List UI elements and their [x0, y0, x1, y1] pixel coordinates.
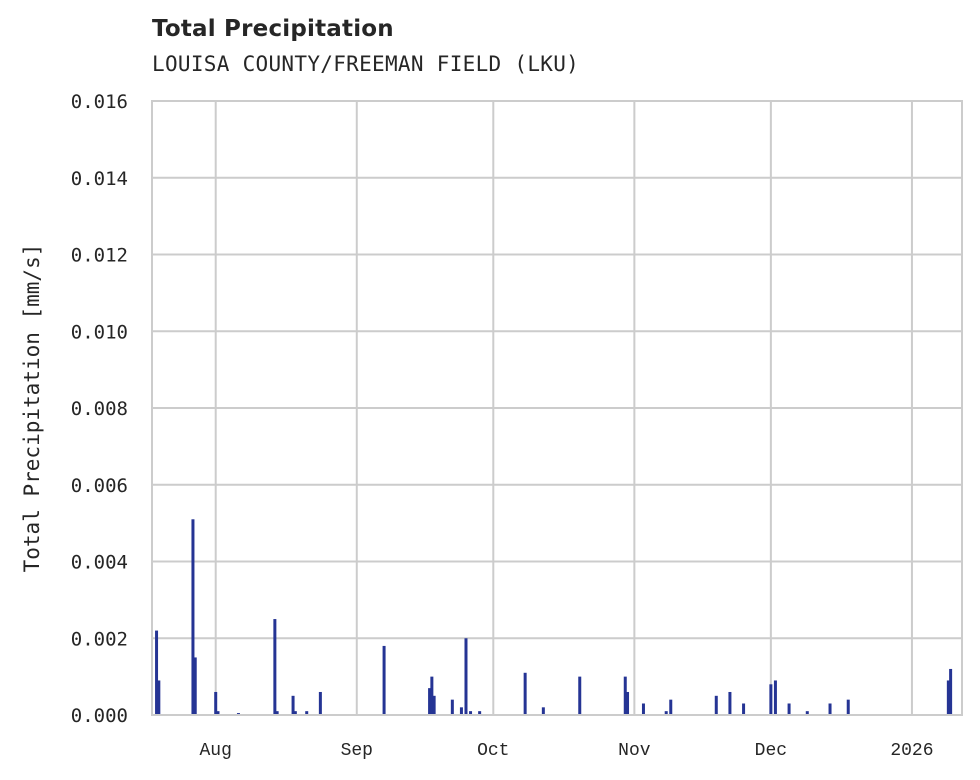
- precip-bar: [828, 703, 832, 715]
- y-tick-label: 0.008: [71, 398, 128, 420]
- precip-bar: [787, 703, 791, 715]
- precip-bar: [728, 691, 732, 715]
- y-tick-label: 0.010: [71, 321, 128, 343]
- precip-bar: [214, 691, 218, 715]
- x-tick-label: Aug: [200, 741, 232, 761]
- precip-bar: [541, 707, 545, 715]
- precipitation-bars: [155, 519, 953, 715]
- precip-bar: [216, 711, 220, 715]
- precip-bar: [191, 519, 195, 715]
- y-tick-label: 0.000: [71, 705, 128, 727]
- precip-bar: [623, 676, 627, 715]
- precip-bar: [946, 680, 950, 715]
- y-tick-label: 0.012: [71, 245, 128, 267]
- y-tick-label: 0.002: [71, 628, 128, 650]
- precip-bar: [275, 711, 279, 715]
- precip-bar: [157, 680, 161, 715]
- precip-bar: [459, 707, 463, 715]
- precip-bar: [432, 695, 436, 715]
- grid-lines: [152, 100, 962, 716]
- precip-bar: [382, 645, 386, 715]
- precip-bar: [430, 676, 434, 715]
- x-axis-ticks: Aug Sep Oct Nov Dec 2026: [200, 741, 934, 761]
- y-axis-ticks: 0.000 0.002 0.004 0.006 0.008 0.010 0.012 0.014…: [71, 91, 128, 727]
- precip-bar: [478, 711, 482, 715]
- chart-subtitle: LOUISA COUNTY/FREEMAN FIELD (LKU): [152, 52, 580, 76]
- precip-bar: [155, 630, 159, 715]
- precip-bar: [464, 638, 468, 715]
- precip-bar: [641, 703, 645, 715]
- precip-bar: [450, 699, 454, 715]
- precip-bar: [664, 711, 668, 715]
- precip-bar: [305, 711, 309, 715]
- precip-bar: [193, 657, 197, 715]
- precip-bar: [469, 711, 473, 715]
- precip-bar: [805, 711, 809, 715]
- x-tick-label: Oct: [477, 741, 509, 761]
- y-tick-label: 0.016: [71, 91, 128, 113]
- precip-bar: [273, 619, 277, 715]
- precip-bar: [428, 688, 432, 715]
- precip-bar: [949, 668, 953, 715]
- precip-bar: [523, 672, 527, 715]
- x-tick-label: Dec: [755, 741, 787, 761]
- precip-bar: [742, 703, 746, 715]
- y-tick-label: 0.004: [71, 552, 128, 574]
- plot-frame: [151, 100, 963, 716]
- precip-bar: [291, 695, 295, 715]
- x-tick-label: 2026: [890, 741, 933, 761]
- precip-bar: [293, 711, 297, 715]
- x-tick-label: Nov: [618, 741, 651, 761]
- y-tick-label: 0.014: [71, 168, 128, 190]
- precip-bar: [846, 699, 850, 715]
- precip-bar: [773, 680, 777, 715]
- precip-bar: [318, 691, 322, 715]
- precip-bar: [578, 676, 582, 715]
- x-tick-label: Sep: [341, 741, 373, 761]
- precip-bar: [669, 699, 673, 715]
- y-tick-label: 0.006: [71, 475, 128, 497]
- chart-title: Total Precipitation: [152, 16, 394, 42]
- precip-bar: [769, 684, 773, 715]
- precip-bar: [626, 691, 630, 715]
- precip-bar: [714, 695, 718, 715]
